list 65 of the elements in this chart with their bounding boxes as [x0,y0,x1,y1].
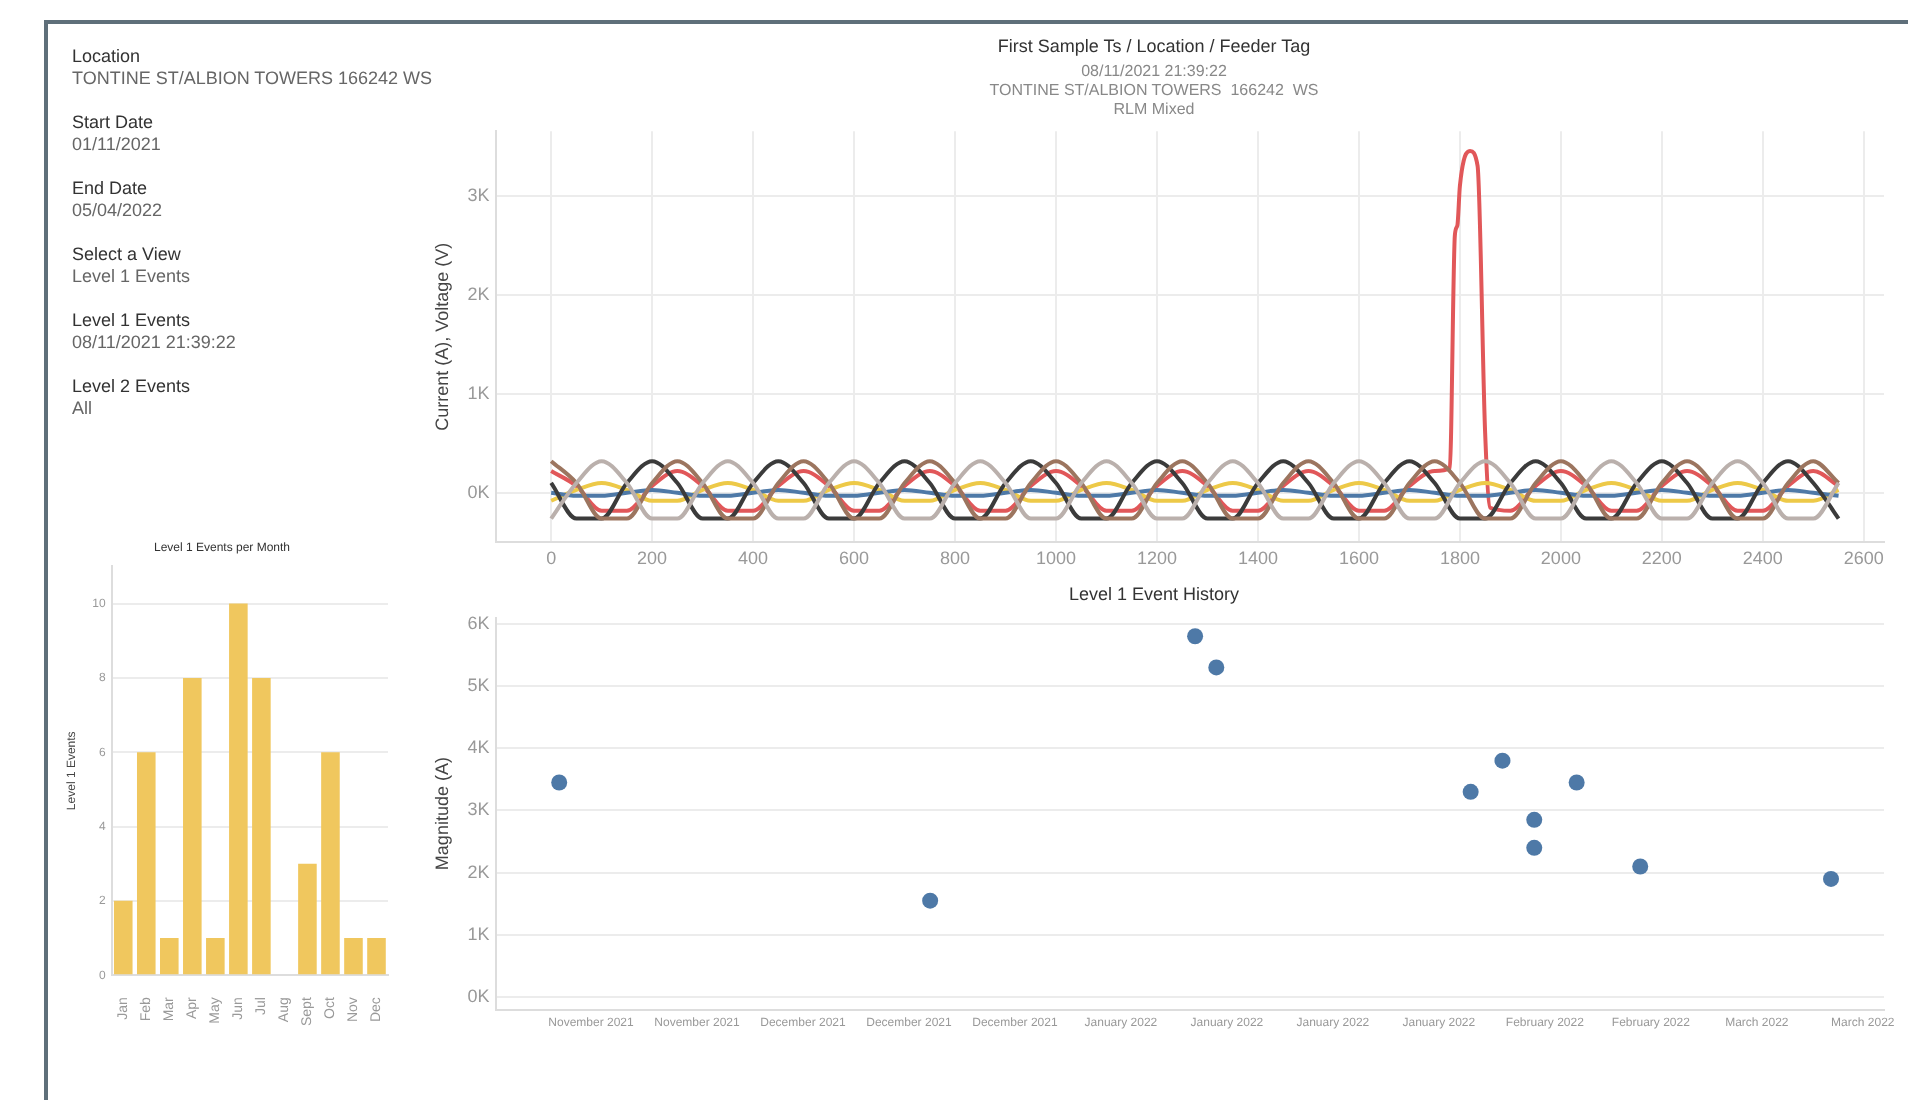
x-tick-label: 1800 [1439,548,1480,569]
x-tick-label: 400 [738,548,769,569]
bar [160,938,179,975]
point [1494,752,1511,769]
text: Level 1 Events [72,310,191,330]
point [1187,628,1204,645]
point [1526,811,1543,828]
text: 05/04/2022 [72,200,163,220]
point [1462,783,1479,800]
y-tick-label: 4K [467,737,490,758]
bar [113,900,133,975]
text: Select a View [72,244,181,264]
text: Location [72,46,143,68]
y-tick-label: 3K [467,799,490,820]
y-tick-label: 1K [467,923,490,944]
line-series [549,149,1841,513]
text: Start Date [72,112,156,134]
bar [344,938,363,975]
text: Level 1 Events [72,266,191,286]
x-tick-label: 600 [839,548,870,569]
bar [321,752,340,975]
x-tick-label: 2600 [1843,548,1884,569]
x-tick-label: 1400 [1237,548,1278,569]
x-tick-label: 1600 [1338,548,1379,569]
chart-title: First Sample Ts / Location / Feeder Tag [997,35,1311,56]
point [922,892,939,909]
x-tick-label: 200 [637,548,668,569]
y-tick-label: 2K [467,861,490,882]
y-tick-label: 6K [467,612,490,633]
x-tick-label: 2200 [1641,548,1682,569]
y-tick-label: 0K [467,986,490,1007]
chart-subtitle: 08/11/2021 21:39:22 TONTINE ST/ALBION TOWERS 166242 WS RLM Mixed [989,61,1319,119]
text: End Date [72,178,148,198]
y-tick-label: 2K [467,283,490,304]
point [551,774,568,791]
point [1632,858,1649,875]
bar [206,938,225,975]
bar [252,677,271,975]
x-tick-label: 800 [940,548,971,569]
y-tick-label: 5K [467,675,490,696]
x-tick-label: 1000 [1035,548,1077,569]
point [1568,774,1585,791]
y-tick-label: 3K [467,184,490,205]
bar [367,938,386,975]
bar [298,863,317,975]
point [1208,659,1225,676]
x-tick-label: 2400 [1742,548,1783,569]
x-tick-label: 0 [546,548,557,569]
y-axis-title: Current (A), Voltage (V) [431,242,452,431]
y-tick-label: 0K [467,481,490,502]
text: All [72,398,93,418]
text: Level 2 Events [72,376,191,396]
x-tick-label: 1200 [1136,548,1178,569]
y-axis-title: Magnitude (A) [431,757,452,871]
bar [183,677,202,975]
chart-title: Level 1 Event History [1068,583,1241,604]
text: TONTINE ST/ALBION TOWERS 166242 WS [72,68,435,90]
point [1526,839,1543,856]
bar [136,752,156,975]
bar [229,603,248,975]
text: 08/11/2021 21:39:22 [72,332,236,352]
text: 01/11/2021 [72,134,163,156]
y-tick-label: 1K [467,382,490,403]
x-tick-label: 2000 [1540,548,1581,569]
point [1823,870,1840,887]
